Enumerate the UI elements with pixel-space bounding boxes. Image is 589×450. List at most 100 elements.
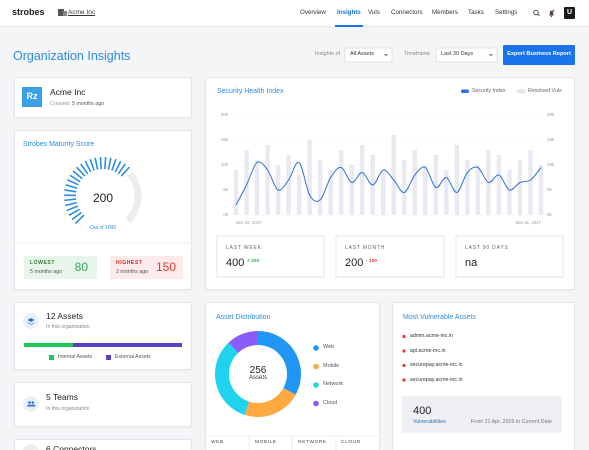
avatar-letter: U (566, 9, 573, 17)
legend-dot (313, 400, 319, 407)
legend-label: Internal Assets (58, 354, 93, 361)
y-tick-label: 0k (547, 212, 552, 218)
bar (265, 145, 270, 215)
bar (254, 160, 260, 215)
gauge-tick (68, 208, 80, 216)
legend-label: Security Index (472, 88, 506, 95)
gauge-tick (94, 157, 99, 170)
y-tick-label: 15k (547, 137, 555, 143)
asset-link[interactable]: api.acme-inc.in (410, 347, 446, 354)
insights-select[interactable] (344, 47, 393, 63)
gauge-tick (120, 166, 130, 177)
assets-count: 12 Assets (46, 311, 83, 322)
nav-link[interactable]: Overview (300, 8, 326, 16)
legend-label: Web (323, 344, 335, 351)
vuln-count-label: Vulnerabilities (413, 418, 446, 425)
nav-link[interactable]: Vuls (368, 8, 380, 16)
x-tick-label: Dec 31, 2017 (515, 220, 541, 226)
maturity-score: 200 (92, 191, 114, 206)
gauge-tick (64, 198, 77, 202)
distribution-title: Asset Distribution (216, 314, 271, 322)
bell-icon[interactable] (549, 9, 555, 18)
donut-segment (228, 331, 258, 353)
org-icon (58, 9, 67, 16)
stat-change: + 200 (247, 258, 260, 264)
timeframe-value[interactable]: Last 30 Days (441, 51, 474, 58)
created-label: Created: (50, 100, 71, 107)
org-badge-text: Rz (26, 91, 38, 102)
line (235, 161, 542, 206)
bar (454, 145, 460, 215)
asset-link[interactable]: admin.acme-inc.in (410, 333, 453, 340)
org-link[interactable]: Acme Inc (68, 8, 96, 16)
export-button[interactable] (503, 45, 575, 65)
gauge-tick (66, 205, 79, 212)
bar (412, 150, 417, 215)
y-tick-label: 20k (220, 112, 228, 118)
assets-card (14, 302, 192, 370)
distribution-total: 256 (249, 364, 267, 376)
asset-link[interactable]: securepay.acme-inc.in (410, 362, 463, 369)
bar (528, 150, 533, 215)
stat-value: 400 (226, 256, 245, 269)
bullet (402, 334, 406, 339)
insights-value[interactable]: All Assets (350, 51, 374, 58)
lowest-value: 80 (74, 260, 88, 275)
legend-dot (313, 382, 319, 388)
gauge-tick (99, 157, 102, 170)
gauge-tick (84, 160, 92, 173)
legend-label: Resolved Vuls (528, 88, 562, 95)
highest-label: HIGHEST (116, 259, 143, 266)
created-value: 5 months ago (72, 100, 105, 107)
bar (517, 160, 523, 215)
bar (317, 160, 323, 215)
export-label[interactable]: Export Business Report (507, 51, 571, 58)
gauge-tick (64, 201, 78, 207)
gauge-tick (67, 179, 79, 186)
legend-dot (313, 345, 319, 351)
y-tick-label: 10k (220, 162, 228, 168)
nav-link[interactable]: Tasks (468, 8, 484, 16)
distribution-total-label: Assets (248, 375, 268, 382)
bar (402, 160, 407, 215)
top-nav (0, 0, 589, 27)
org-name: Acme Inc (50, 87, 86, 98)
nav-link[interactable]: Insights (337, 8, 361, 16)
search-icon[interactable] (533, 9, 540, 17)
bar (307, 140, 312, 215)
y-tick-label: 20k (547, 112, 555, 118)
gauge-tick (114, 160, 122, 173)
distribution-card (205, 302, 380, 450)
nav-link[interactable]: Connectors (391, 8, 423, 16)
nav-link[interactable]: Settings (495, 8, 518, 16)
gauge-tick (76, 166, 86, 177)
stat-box (335, 235, 445, 278)
stat-value: na (465, 256, 478, 269)
legend-label: Cloud (323, 399, 338, 406)
stat-box (216, 235, 325, 278)
timeframe-select[interactable] (435, 47, 498, 63)
bullet (402, 349, 406, 353)
table-header: CLOUD (341, 439, 361, 445)
teams-count: 5 Teams (46, 392, 78, 403)
nav-link[interactable]: Members (432, 8, 458, 16)
gauge-tick (65, 184, 78, 190)
assets-sub: In this organization (46, 323, 90, 330)
avatar[interactable] (564, 7, 575, 19)
gauge-tick (104, 157, 107, 170)
bar (475, 165, 481, 215)
health-title: Security Health Index (217, 88, 284, 96)
table-header: MOBILE (255, 439, 277, 445)
bar (433, 155, 439, 215)
donut-segment (244, 387, 296, 417)
bar (423, 165, 428, 215)
legend-label: External Assets (115, 354, 151, 361)
stat-label: LAST MONTH (345, 244, 386, 251)
y-tick-label: 10k (547, 162, 555, 168)
bullet (402, 363, 406, 368)
asset-link[interactable]: securepay.acme-inc.in (410, 376, 463, 383)
gauge-tick (69, 174, 81, 183)
gauge-tick (117, 163, 126, 175)
table-header: NETWORK (298, 439, 327, 445)
bar (465, 160, 470, 215)
